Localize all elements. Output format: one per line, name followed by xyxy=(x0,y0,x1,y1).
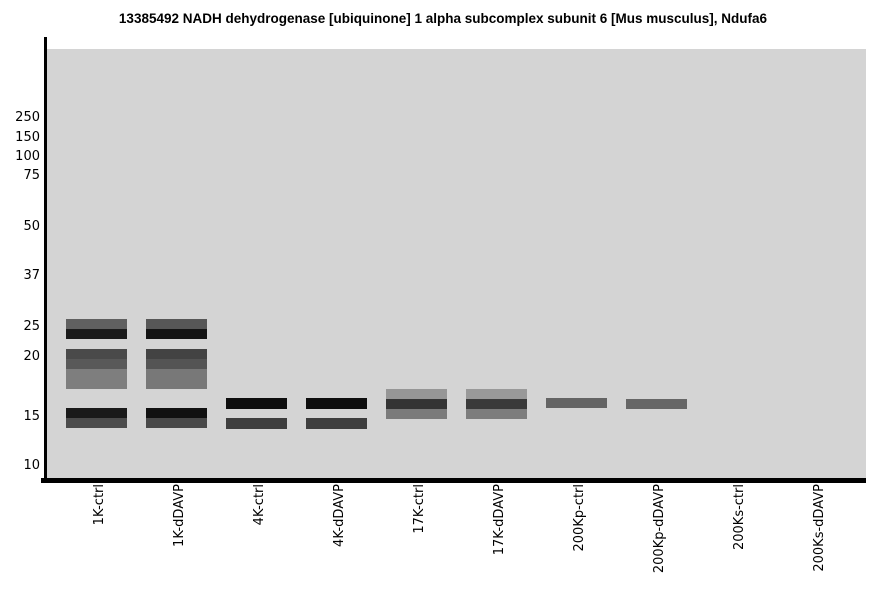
gel-band xyxy=(65,418,127,428)
x-tick-label-17K-dDAVP: 17K-dDAVP xyxy=(492,484,507,556)
gel-band xyxy=(225,398,287,409)
x-tick-label-200Ks-ctrl: 200Ks-ctrl xyxy=(732,484,747,551)
gel-band xyxy=(225,418,287,429)
y-tick-label-25: 25 xyxy=(23,319,40,334)
gel-band xyxy=(465,399,527,409)
x-tick-label-1K-dDAVP: 1K-dDAVP xyxy=(172,484,187,547)
gel-band xyxy=(465,409,527,419)
y-tick-label-250: 250 xyxy=(15,110,40,125)
gel-band xyxy=(65,319,127,329)
gel-band xyxy=(545,398,607,408)
chart-title: 13385492 NADH dehydrogenase [ubiquinone]… xyxy=(118,11,768,26)
y-tick-label-37: 37 xyxy=(23,268,40,283)
gel-band xyxy=(145,369,207,389)
gel-band xyxy=(145,418,207,428)
y-tick-label-50: 50 xyxy=(23,219,40,234)
y-tick-label-20: 20 xyxy=(23,349,40,364)
gel-band xyxy=(65,359,127,369)
y-tick-label-15: 15 xyxy=(23,409,40,424)
x-axis-line xyxy=(41,478,866,483)
gel-band xyxy=(385,389,447,399)
gel-band xyxy=(465,389,527,399)
x-tick-label-200Kp-ctrl: 200Kp-ctrl xyxy=(572,484,587,552)
gel-plot-area xyxy=(46,49,866,478)
gel-band xyxy=(65,408,127,418)
y-tick-label-75: 75 xyxy=(23,168,40,183)
x-tick-label-200Kp-dDAVP: 200Kp-dDAVP xyxy=(652,484,667,574)
gel-band xyxy=(625,399,687,409)
gel-band xyxy=(145,349,207,359)
gel-band xyxy=(305,398,367,409)
gel-band xyxy=(385,399,447,409)
gel-band xyxy=(65,349,127,359)
gel-band xyxy=(305,418,367,429)
gel-band xyxy=(65,329,127,339)
gel-band xyxy=(65,369,127,389)
y-tick-label-150: 150 xyxy=(15,130,40,145)
gel-band xyxy=(385,409,447,419)
x-tick-label-1K-ctrl: 1K-ctrl xyxy=(92,484,107,526)
x-tick-label-17K-ctrl: 17K-ctrl xyxy=(412,484,427,534)
y-axis-line xyxy=(44,37,47,482)
gel-band xyxy=(145,319,207,329)
y-tick-label-100: 100 xyxy=(15,149,40,164)
x-tick-label-4K-ctrl: 4K-ctrl xyxy=(252,484,267,526)
gel-band xyxy=(145,329,207,339)
x-tick-label-200Ks-dDAVP: 200Ks-dDAVP xyxy=(812,484,827,572)
x-tick-label-4K-dDAVP: 4K-dDAVP xyxy=(332,484,347,547)
gel-band xyxy=(145,408,207,418)
gel-band xyxy=(145,359,207,369)
y-tick-label-10: 10 xyxy=(23,458,40,473)
